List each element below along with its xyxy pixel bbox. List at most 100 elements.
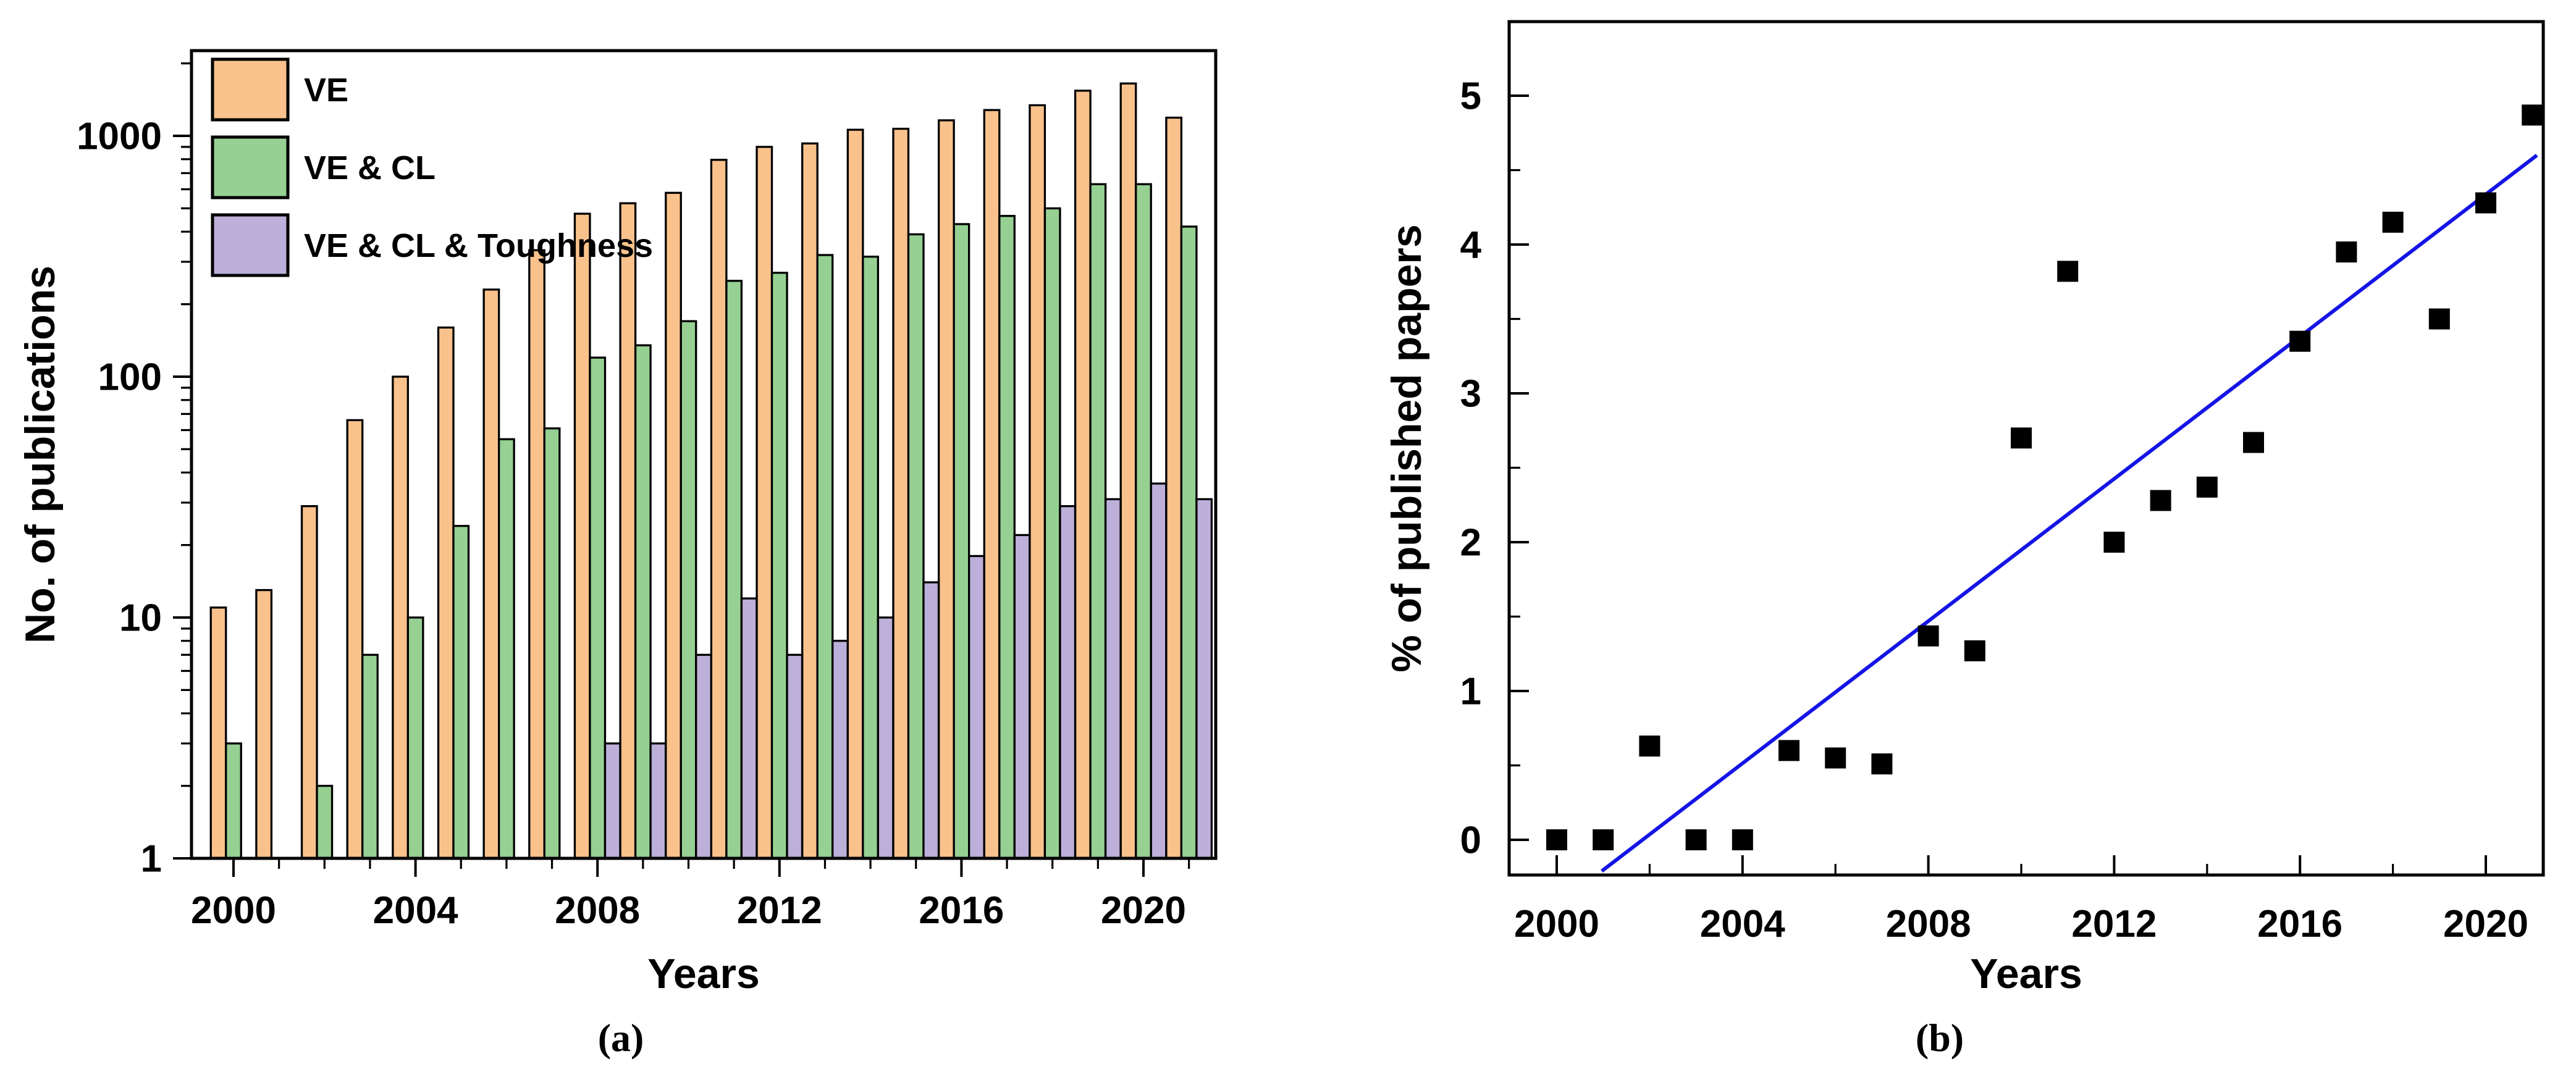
bar	[1195, 498, 1213, 860]
data-point	[1685, 829, 1707, 850]
panel-a-ylabel: No. of publications	[17, 266, 64, 643]
data-point	[1871, 753, 1893, 775]
bar	[1180, 225, 1198, 860]
bar	[665, 191, 682, 860]
panel-b-ticks	[1509, 94, 2487, 875]
x-tick-label: 2020	[1101, 889, 1186, 932]
bar	[392, 375, 409, 860]
bar	[1029, 104, 1046, 860]
data-point	[2475, 192, 2496, 214]
bar	[1089, 183, 1107, 860]
data-point	[2196, 476, 2218, 498]
bar	[300, 505, 318, 860]
panel-a-legend: VE VE & CL VE & CL & Toughness	[211, 57, 653, 277]
bar	[725, 280, 743, 860]
data-point	[2011, 427, 2032, 449]
y-tick-label: 5	[1460, 75, 1481, 118]
bar	[346, 419, 364, 860]
scatter-points	[1546, 104, 2543, 850]
bar	[361, 653, 379, 860]
y-tick-label: 100	[98, 356, 162, 399]
data-point	[2336, 241, 2357, 263]
data-point	[1917, 625, 1939, 647]
y-tick-label: 4	[1460, 224, 1482, 267]
x-tick-label: 2000	[191, 889, 276, 932]
bar	[482, 288, 500, 860]
data-point	[1825, 747, 1846, 769]
bar	[998, 215, 1016, 860]
bar	[786, 653, 804, 860]
x-tick-label: 2012	[2071, 903, 2157, 945]
panel-a-bar-chart: 1 10 100 1000 2000 2004 2008 2012 2016 2020 VE VE &…	[17, 49, 1218, 1060]
bar	[680, 320, 697, 860]
bar	[316, 784, 334, 860]
data-point	[1778, 740, 1799, 761]
bar	[1150, 482, 1168, 860]
bar	[543, 427, 561, 860]
legend-swatch-2	[211, 135, 290, 199]
data-point	[2289, 330, 2311, 352]
bar	[1135, 183, 1152, 860]
bar	[983, 109, 1001, 860]
panel-b-xlabel: Years	[1970, 950, 2082, 997]
panel-a-frame	[190, 49, 1218, 860]
bar	[528, 249, 545, 860]
panel-a-caption: (a)	[598, 1016, 644, 1060]
panel-b-scatter-chart: 0 1 2 3 4 5 2000 2004 2008 2012 2016 2020 Years % of …	[1383, 20, 2545, 1060]
legend-label-1: VE	[304, 72, 348, 109]
bar	[649, 742, 667, 860]
x-tick-label: 2016	[919, 889, 1004, 932]
x-tick-label: 2008	[1886, 903, 1971, 945]
bar	[1013, 534, 1031, 860]
bar	[1119, 82, 1137, 860]
legend-swatch-3	[211, 213, 290, 277]
data-point	[1732, 829, 1753, 850]
data-point	[2103, 532, 2125, 553]
bar	[406, 616, 424, 860]
bar	[695, 653, 712, 860]
legend-label-2: VE & CL	[304, 149, 436, 186]
y-tick-label: 1	[1460, 671, 1481, 713]
data-point	[1964, 640, 1985, 661]
bar	[862, 256, 879, 860]
bar	[953, 223, 970, 860]
bar	[877, 616, 894, 860]
bar	[938, 119, 955, 860]
bar	[604, 742, 621, 860]
bar	[846, 128, 864, 860]
data-point	[2522, 104, 2543, 126]
bar	[907, 233, 925, 860]
panel-a-y-ticks	[173, 62, 1190, 877]
legend-label-3: VE & CL & Toughness	[304, 227, 653, 264]
bar	[255, 588, 273, 860]
data-point	[2057, 261, 2079, 282]
bar	[801, 142, 819, 860]
bar	[619, 202, 637, 860]
data-point	[2428, 308, 2450, 330]
bar	[710, 159, 728, 860]
bar	[756, 146, 773, 860]
bar	[634, 344, 652, 860]
panel-a-xlabel: Years	[647, 950, 760, 997]
series-1-bars	[209, 82, 1183, 860]
panel-b-caption: (b)	[1916, 1016, 1964, 1060]
series-2-bars	[225, 183, 1198, 860]
data-point	[1593, 829, 1614, 850]
bar	[922, 581, 940, 860]
bar	[209, 606, 227, 860]
x-tick-label: 2008	[555, 889, 640, 932]
bar	[831, 640, 849, 860]
bar-series-group	[209, 82, 1213, 860]
bar	[1059, 505, 1077, 860]
bar	[968, 555, 985, 860]
data-point	[1639, 735, 1661, 757]
y-tick-label: 10	[119, 597, 162, 640]
bar	[1074, 90, 1092, 860]
y-tick-label: 0	[1460, 819, 1481, 862]
y-tick-label: 2	[1460, 522, 1481, 564]
data-point	[2243, 432, 2264, 453]
y-tick-label: 1000	[77, 115, 162, 158]
bar	[1043, 207, 1061, 860]
